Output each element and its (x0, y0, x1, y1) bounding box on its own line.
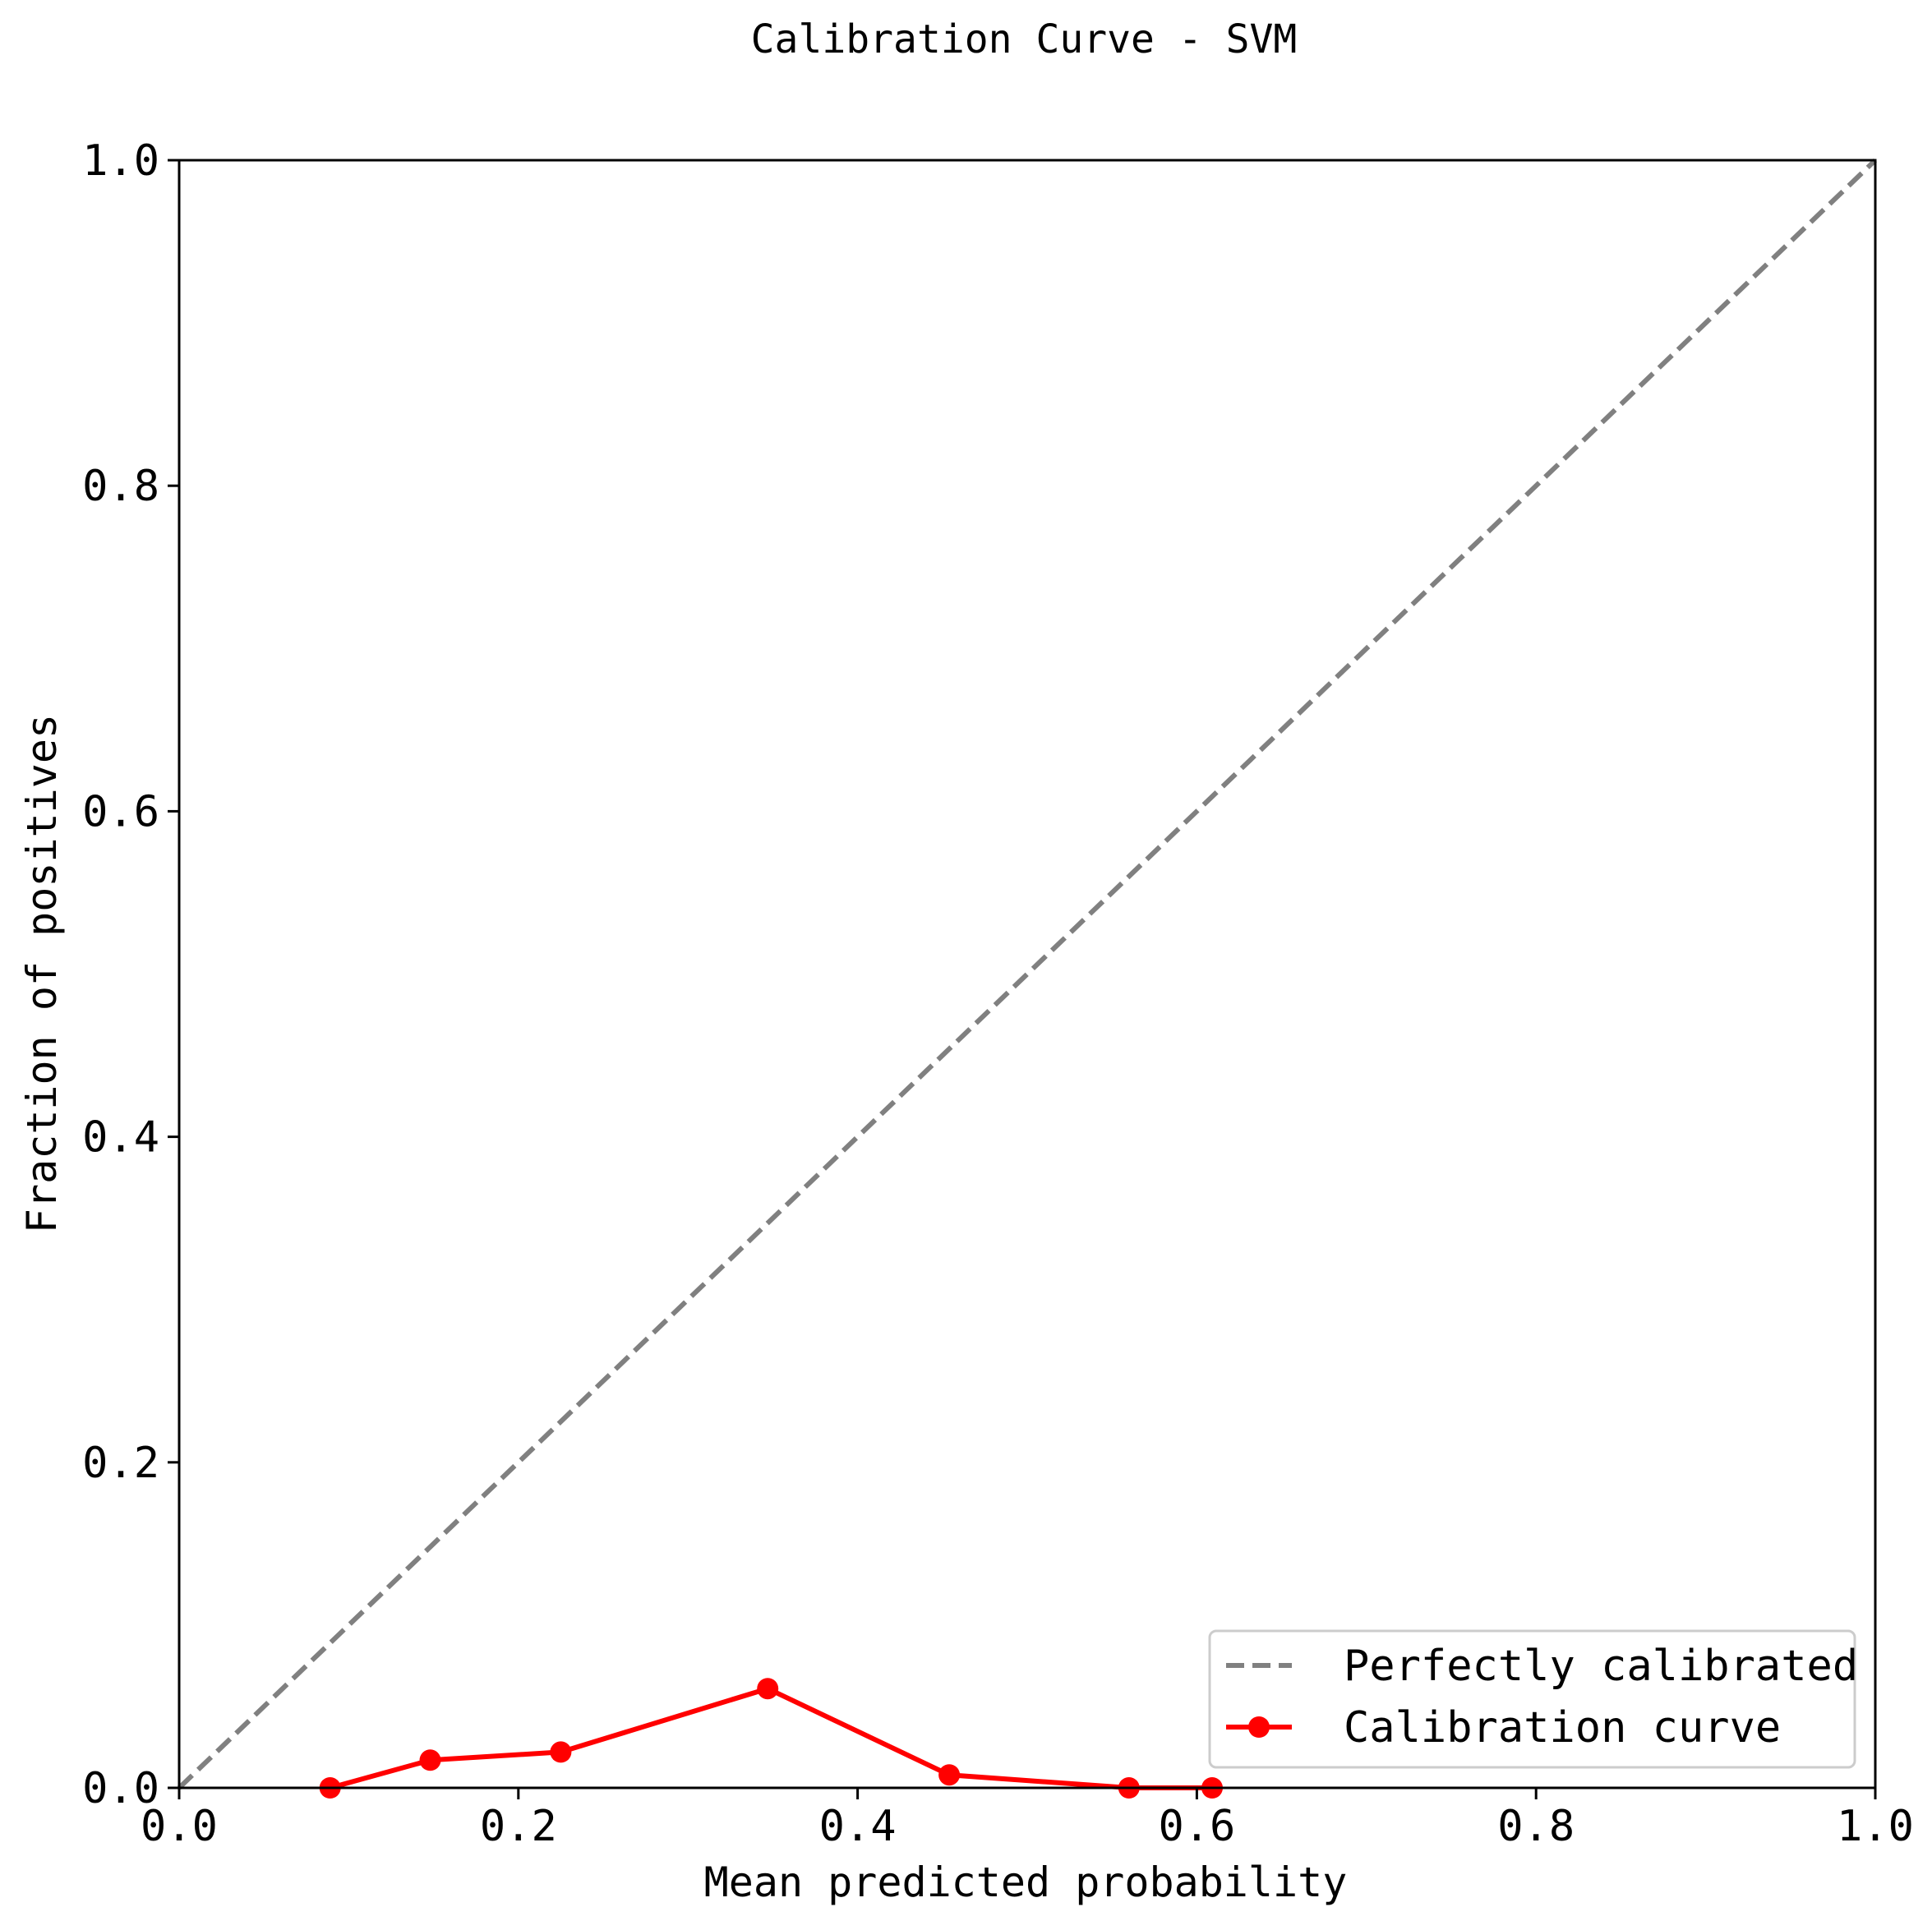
series-line-1 (329, 1686, 1212, 1790)
data-point (550, 1741, 572, 1763)
legend-box (1208, 1629, 1856, 1769)
x-tick-label: 0.6 (1158, 1802, 1235, 1851)
plot-area (177, 158, 1878, 1799)
x-tick-label: 0.4 (819, 1802, 897, 1851)
y-tick-label: 0.2 (82, 1439, 159, 1488)
x-tick-label: 0.2 (480, 1802, 557, 1851)
x-tick-label: 0.0 (141, 1802, 218, 1851)
legend-label-perfectly-calibrated: Perfectly calibrated (1344, 1642, 1858, 1691)
x-tick-label: 1.0 (1837, 1802, 1914, 1851)
x-axis-label: Mean predicted probability (704, 1859, 1348, 1906)
y-axis-label: Fraction of positives (18, 714, 66, 1233)
y-tick-label: 0.0 (82, 1764, 159, 1813)
chart-title: Calibration Curve - SVM (751, 16, 1298, 62)
y-tick-label: 0.4 (82, 1113, 159, 1163)
data-point (938, 1764, 961, 1786)
y-tick-label: 0.6 (82, 787, 159, 836)
x-tick-label: 0.8 (1497, 1802, 1575, 1851)
y-tick-label: 1.0 (82, 136, 159, 186)
axes-frame (178, 159, 1877, 1790)
legend: Perfectly calibrated Calibration curve (1208, 1629, 1858, 1769)
legend-label-calibration-curve: Calibration curve (1344, 1703, 1781, 1753)
y-tick-label: 0.8 (82, 462, 159, 511)
data-point (419, 1749, 441, 1771)
axis-ticks: 0.0 0.2 0.4 0.6 0.8 1.0 0.0 0.2 0.4 0.6 0.8 1.0 (82, 136, 1914, 1851)
series-line-0 (177, 158, 1878, 1790)
data-point (757, 1678, 779, 1700)
legend-marker-dot (1248, 1716, 1270, 1738)
